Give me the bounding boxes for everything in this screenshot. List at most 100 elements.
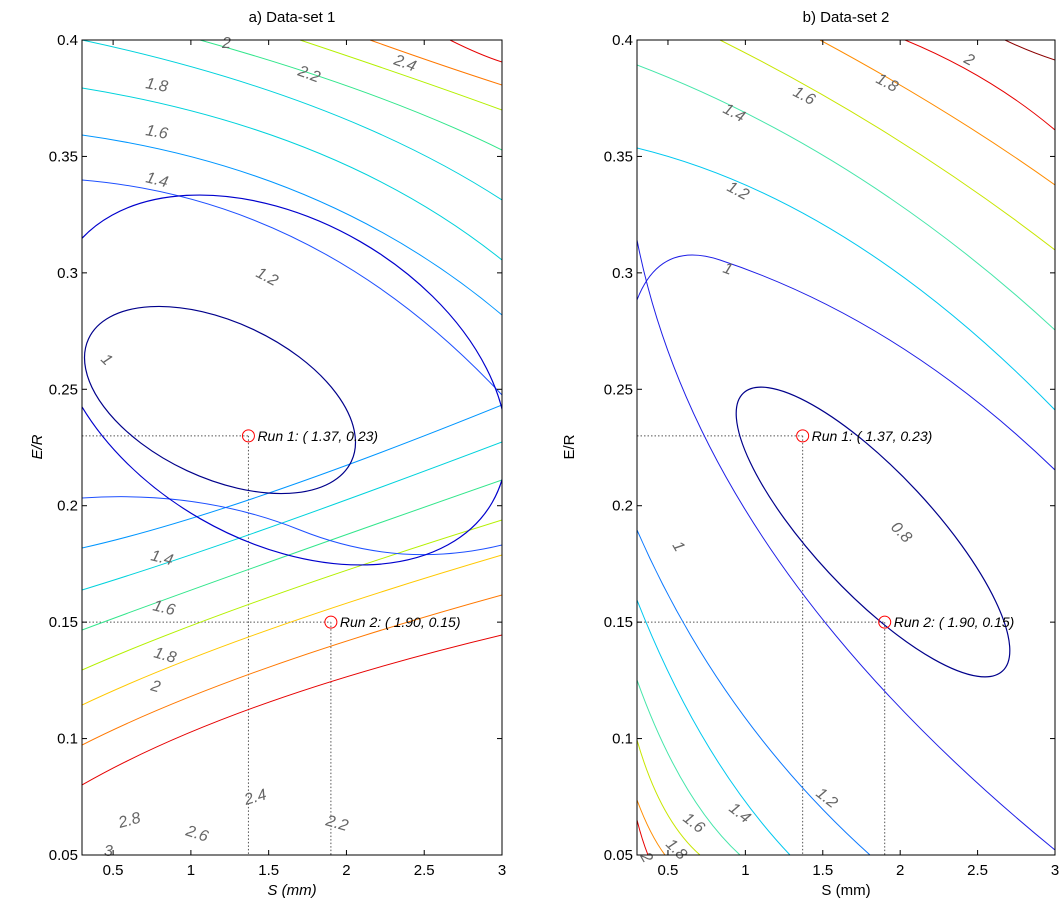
y-tick-label: 0.25 — [604, 381, 633, 398]
contour-level-1.4 — [82, 179, 502, 396]
y-tick-label: 0.1 — [57, 731, 78, 748]
contour-lines — [82, 40, 502, 786]
y-tick-label: 0.4 — [57, 32, 78, 49]
run-point-marker — [796, 429, 810, 443]
y-tick-label: 0.3 — [57, 265, 78, 282]
contour-label: 1.4 — [144, 169, 170, 191]
contour-level-1.6 — [82, 134, 502, 316]
y-tick-label: 0.4 — [612, 32, 633, 49]
y-tick-label: 0.05 — [49, 847, 78, 864]
contour-labels: 0.8 1 1 1.2 1.2 1.4 1.4 1.6 1.6 1.8 1.8 … — [636, 50, 977, 866]
run-point-marker — [878, 615, 892, 629]
contour-label: 3 — [104, 843, 113, 860]
contour-level-1.6 — [82, 404, 502, 549]
y-tick-label: 0.1 — [612, 731, 633, 748]
x-tick-label: 1.5 — [258, 862, 279, 879]
contour-label: 2.4 — [391, 51, 419, 75]
contour-label: 1.8 — [152, 645, 178, 668]
panel-b: b) Data-set 2 S (mm) E/R 0.8 1 1 1.2 — [561, 9, 1059, 899]
contour-level-1.2 — [637, 147, 1055, 411]
contour-level-1.4 — [637, 599, 791, 855]
contour-label: 1 — [669, 539, 688, 555]
run-point-label: Run 2: ( 1.90, 0.15) — [340, 614, 461, 630]
contour-level-1 — [83, 305, 357, 495]
run-point-label: Run 1: ( 1.37, 0.23) — [257, 428, 378, 444]
contour-level-0.8 — [735, 386, 1011, 678]
contour-level-2.2 — [82, 519, 502, 671]
contour-label: 2.4 — [241, 786, 268, 809]
contour-lines — [637, 40, 1055, 855]
contour-level-1.8 — [82, 87, 502, 261]
contour-label: 1.2 — [813, 785, 841, 812]
contour-level-2 — [82, 479, 502, 631]
y-tick-label: 0.3 — [612, 265, 633, 282]
contour-label: 1 — [721, 260, 735, 279]
y-tick-label: 0.25 — [49, 381, 78, 398]
panel-title: b) Data-set 2 — [803, 9, 890, 26]
contour-label: 1.6 — [144, 122, 169, 143]
contour-level-2 — [1004, 40, 1055, 61]
x-tick-label: 0.5 — [103, 862, 124, 879]
x-tick-label: 3 — [498, 862, 506, 879]
run-point-label: Run 2: ( 1.90, 0.15) — [894, 614, 1015, 630]
contour-label: 2.6 — [183, 822, 210, 845]
x-tick-label: 2 — [342, 862, 350, 879]
y-tick-label: 0.2 — [57, 498, 78, 515]
contour-label: 2 — [221, 35, 231, 52]
contour-level-1.8 — [82, 40, 502, 201]
y-axis-label: E/R — [561, 434, 578, 459]
x-axis-label: S (mm) — [267, 882, 316, 899]
run-points: Run 1: ( 1.37, 0.23) Run 2: ( 1.90, 0.15) — [796, 428, 1015, 630]
contour-level-1.8 — [82, 441, 502, 591]
y-tick-label: 0.35 — [604, 148, 633, 165]
contour-level-2 — [637, 799, 666, 855]
x-tick-label: 2.5 — [414, 862, 435, 879]
run-point-marker — [324, 615, 338, 629]
x-tick-label: 3 — [1051, 862, 1059, 879]
contour-level-2.6 — [82, 594, 502, 746]
contour-label: 2 — [636, 849, 656, 866]
contour-level-2.2 — [299, 40, 502, 111]
contour-level-1.2 — [637, 529, 871, 855]
contour-label: 1.6 — [790, 84, 818, 109]
guide-lines — [637, 435, 886, 855]
contour-label: 1 — [97, 351, 115, 369]
panel-a: a) Data-set 1 S (mm) E/R 1 1.2 — [29, 9, 506, 899]
contour-labels: 1 1.2 1.4 1.4 1.6 1.6 1.8 1.8 2 2 2.2 2.… — [97, 35, 418, 860]
x-tick-label: 1.5 — [812, 862, 833, 879]
contour-level-2 — [637, 819, 649, 855]
y-tick-label: 0.2 — [612, 498, 633, 515]
contour-level-2.4 — [369, 40, 502, 86]
axes-frame: 0.5 1 1.5 2 2.5 3 0.05 0.1 0.15 0.2 0.25 0.3 0.35 0.4 — [604, 32, 1059, 879]
contour-label: 2 — [148, 677, 162, 696]
contour-label: 1.8 — [144, 75, 169, 96]
y-axis-label: E/R — [29, 434, 46, 459]
plot-border — [636, 39, 1056, 856]
contour-level-2.4 — [82, 554, 502, 706]
x-axis-label: S (mm) — [821, 882, 870, 899]
x-tick-label: 1 — [187, 862, 195, 879]
contour-level-2 — [904, 40, 1055, 131]
contour-level-2.8 — [449, 40, 502, 63]
run-point-marker — [241, 429, 255, 443]
contour-level-1.8 — [637, 739, 701, 855]
axes-frame: 0.5 1 1.5 2 2.5 3 0.05 0.1 0.15 0.2 0.25 0.3 0.35 0.4 — [49, 32, 506, 879]
x-tick-label: 2.5 — [967, 862, 988, 879]
contour-level-1 — [637, 239, 1055, 851]
contour-label: 0.8 — [887, 519, 915, 547]
contour-level-1.2 — [82, 194, 502, 566]
contour-level-1.8 — [819, 40, 1055, 186]
x-tick-label: 2 — [896, 862, 904, 879]
y-tick-label: 0.35 — [49, 148, 78, 165]
guide-lines — [82, 435, 332, 855]
contour-label: 1.8 — [873, 71, 901, 96]
panel-title: a) Data-set 1 — [249, 9, 336, 26]
contour-label: 2.2 — [295, 62, 323, 86]
contour-level-1 — [637, 254, 1055, 471]
contour-level-1.4 — [637, 64, 1055, 331]
y-tick-label: 0.05 — [604, 847, 633, 864]
y-tick-label: 0.15 — [49, 614, 78, 631]
contour-level-1.6 — [637, 679, 741, 855]
x-tick-label: 0.5 — [658, 862, 679, 879]
